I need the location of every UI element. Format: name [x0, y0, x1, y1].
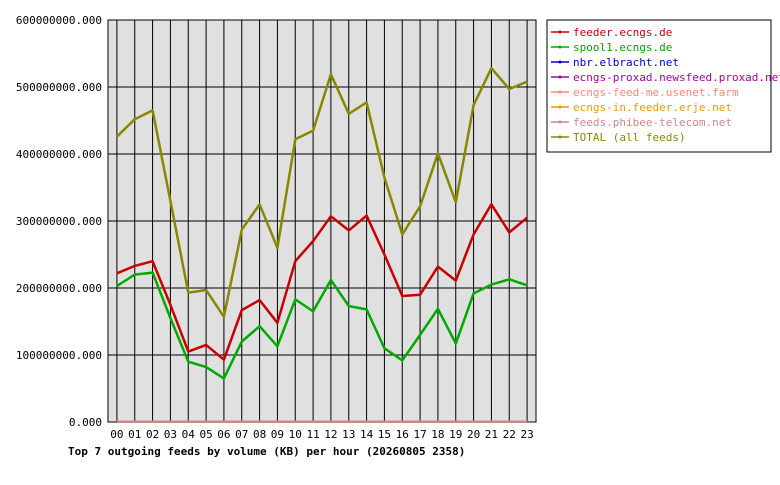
- x-tick-label: 09: [271, 428, 284, 441]
- legend-label: ecngs-proxad.newsfeed.proxad.net: [573, 71, 780, 84]
- series-line: [116, 271, 528, 380]
- legend-marker: [558, 90, 562, 94]
- y-tick-label: 100000000.000: [16, 349, 102, 362]
- x-tick-label: 15: [378, 428, 391, 441]
- x-tick-label: 23: [520, 428, 533, 441]
- y-tick-label: 500000000.000: [16, 81, 102, 94]
- x-tick-label: 17: [413, 428, 426, 441]
- legend-marker: [558, 45, 562, 49]
- legend-box: [546, 19, 772, 153]
- x-tick-label: 06: [217, 428, 230, 441]
- x-tick-label: 01: [128, 428, 141, 441]
- x-axis-tick-labels: 00 01 02 03 04 05 06 07 08 09 10 11 12 13 14 15 16 17 18 19…: [110, 428, 533, 441]
- x-tick-label: 02: [146, 428, 159, 441]
- legend-marker: [558, 135, 562, 139]
- x-tick-label: 14: [360, 428, 374, 441]
- legend-marker: [558, 120, 562, 124]
- x-tick-label: 03: [164, 428, 177, 441]
- x-tick-label: 21: [485, 428, 498, 441]
- x-tick-label: 20: [467, 428, 480, 441]
- x-tick-label: 07: [235, 428, 248, 441]
- legend-marker: [558, 75, 562, 79]
- y-tick-label: 400000000.000: [16, 148, 102, 161]
- x-tick-label: 13: [342, 428, 355, 441]
- x-tick-label: 08: [253, 428, 266, 441]
- x-tick-label: 11: [306, 428, 319, 441]
- x-tick-label: 05: [199, 428, 212, 441]
- legend-label: TOTAL (all feeds): [573, 131, 686, 144]
- legend-marker: [558, 105, 562, 109]
- x-tick-label: 04: [182, 428, 196, 441]
- legend-marker: [558, 60, 562, 64]
- legend-label: feeder.ecngs.de: [573, 26, 672, 39]
- series-line: [116, 203, 528, 361]
- series-lines: [116, 66, 528, 424]
- legend-items: feeder.ecngs.de spool1.ecngs.de nbr.elbrac…: [551, 26, 780, 144]
- legend: feeder.ecngs.de spool1.ecngs.de nbr.elbrac…: [546, 19, 780, 153]
- y-tick-label: 300000000.000: [16, 215, 102, 228]
- chart-title: Top 7 outgoing feeds by volume (KB) per …: [68, 445, 465, 458]
- x-tick-label: 10: [289, 428, 302, 441]
- legend-label: feeds.phibee-telecom.net: [573, 116, 732, 129]
- legend-label: spool1.ecngs.de: [573, 41, 672, 54]
- legend-label: ecngs-feed-me.usenet.farm: [573, 86, 739, 99]
- x-tick-label: 12: [324, 428, 337, 441]
- x-tick-label: 16: [396, 428, 409, 441]
- y-tick-label: 200000000.000: [16, 282, 102, 295]
- x-tick-label: 00: [110, 428, 123, 441]
- legend-label: ecngs-in.feeder.erje.net: [573, 101, 732, 114]
- x-tick-label: 22: [503, 428, 516, 441]
- y-axis-tick-labels: 0.000 100000000.000 200000000.000 300000000…: [16, 14, 102, 429]
- legend-marker: [558, 30, 562, 34]
- legend-label: nbr.elbracht.net: [573, 56, 679, 69]
- y-tick-label: 0.000: [69, 416, 102, 429]
- x-tick-label: 19: [449, 428, 462, 441]
- y-tick-label: 600000000.000: [16, 14, 102, 27]
- series-line: [116, 66, 528, 319]
- x-tick-label: 18: [431, 428, 444, 441]
